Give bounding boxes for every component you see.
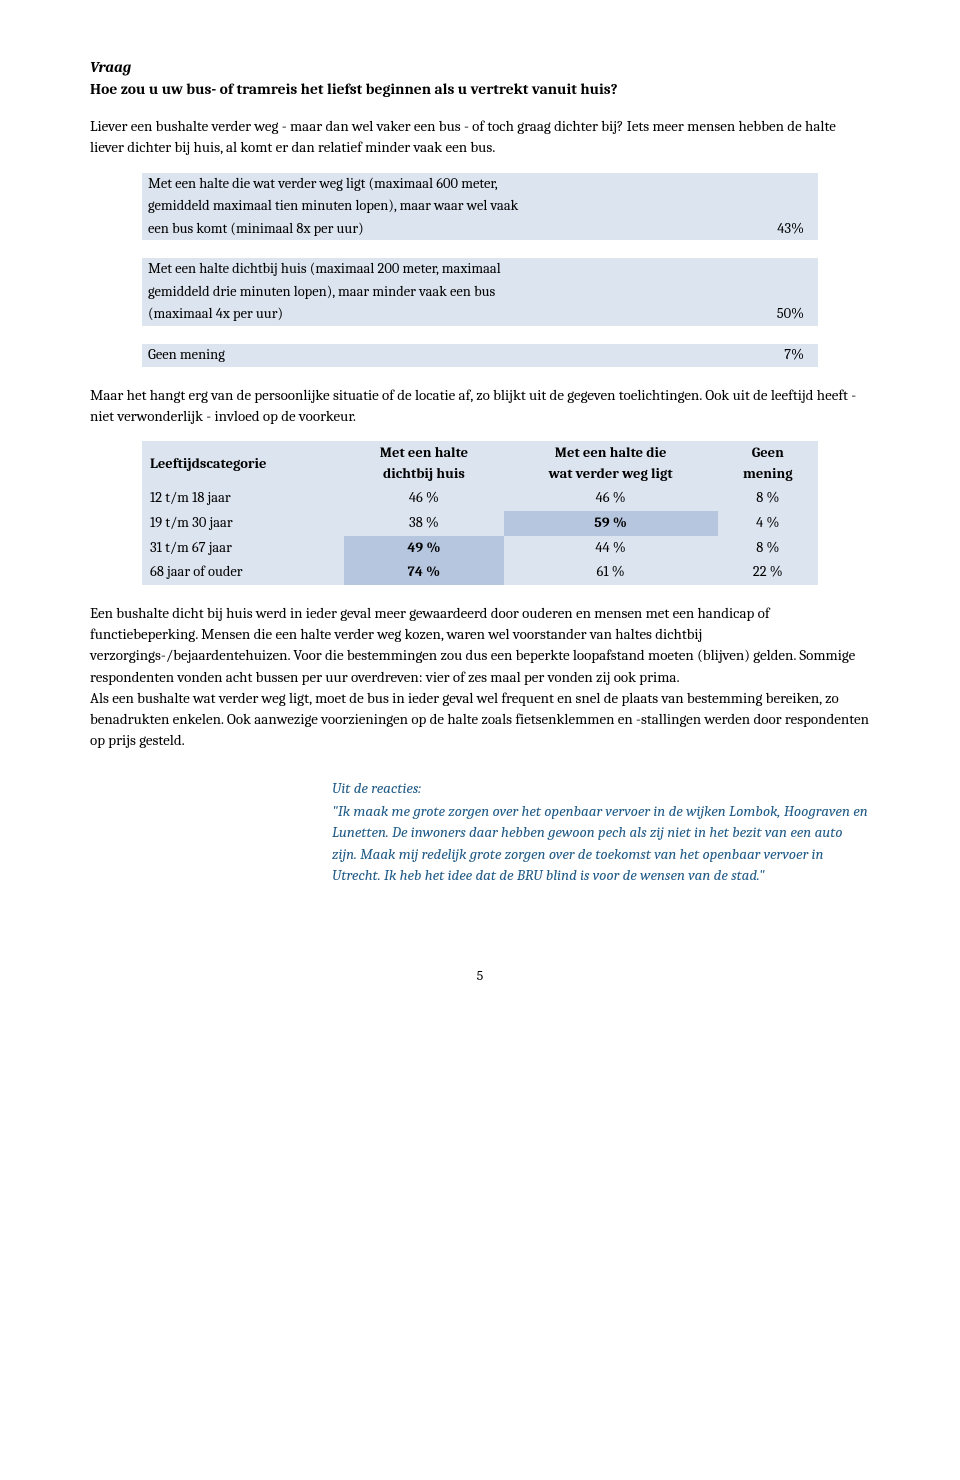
table-cell: 61 % [504, 560, 718, 585]
table-cell-text: gemiddeld maximaal tien minuten lopen), … [142, 195, 758, 218]
table-cell-text: Geen mening [142, 344, 758, 367]
table-cell: 19 t/m 30 jaar [142, 511, 344, 536]
table-cell-pct [758, 195, 818, 218]
table-row: Met een halte dichtbij huis (maximaal 20… [142, 258, 818, 281]
table-row: Met een halte die wat verder weg ligt (m… [142, 173, 818, 196]
table-spacer [142, 326, 818, 344]
mid-paragraph: Maar het hangt erg van de persoonlijke s… [90, 385, 870, 428]
table-row: een bus komt (minimaal 8x per uur)43% [142, 218, 818, 241]
table-header-row: LeeftijdscategorieMet een haltedichtbij … [142, 441, 818, 486]
table-cell-pct [758, 281, 818, 304]
table-cell: 68 jaar of ouder [142, 560, 344, 585]
table-cell-pct: 7% [758, 344, 818, 367]
col-header: Met een halte diewat verder weg ligt [504, 441, 718, 486]
table-row: 12 t/m 18 jaar46 %46 %8 % [142, 486, 818, 511]
table-cell: 8 % [718, 486, 818, 511]
col-header: Met een haltedichtbij huis [344, 441, 503, 486]
reactions-header: Uit de reacties: [332, 778, 870, 799]
page-number: 5 [90, 966, 870, 986]
vraag-text: Hoe zou u uw bus- of tramreis het liefst… [90, 78, 870, 100]
table-cell-pct [758, 173, 818, 196]
table-cell: 46 % [344, 486, 503, 511]
after-paragraph-2: Als een bushalte wat verder weg ligt, mo… [90, 688, 870, 752]
table-cell: 49 % [344, 536, 503, 561]
table-cell: 38 % [344, 511, 503, 536]
col-header: Geenmening [718, 441, 818, 486]
table-cell: 4 % [718, 511, 818, 536]
table-cell-text: (maximaal 4x per uur) [142, 303, 758, 326]
table-cell-pct: 50% [758, 303, 818, 326]
table-cell-pct: 43% [758, 218, 818, 241]
table-cell-text: gemiddeld drie minuten lopen), maar mind… [142, 281, 758, 304]
table-cell: 59 % [504, 511, 718, 536]
reactions-block: Uit de reacties: "Ik maak me grote zorge… [332, 778, 870, 886]
table-row: 31 t/m 67 jaar49 %44 %8 % [142, 536, 818, 561]
table-cell-text: Met een halte dichtbij huis (maximaal 20… [142, 258, 758, 281]
col-header: Leeftijdscategorie [142, 441, 344, 486]
table-row: gemiddeld drie minuten lopen), maar mind… [142, 281, 818, 304]
table-row: 19 t/m 30 jaar38 %59 %4 % [142, 511, 818, 536]
table-cell-pct [758, 258, 818, 281]
table-cell: 22 % [718, 560, 818, 585]
reactions-body: "Ik maak me grote zorgen over het openba… [332, 801, 870, 886]
table-row: 68 jaar of ouder74 %61 %22 % [142, 560, 818, 585]
table-row: gemiddeld maximaal tien minuten lopen), … [142, 195, 818, 218]
table-preference: Met een halte die wat verder weg ligt (m… [90, 173, 870, 367]
table-cell-text: een bus komt (minimaal 8x per uur) [142, 218, 758, 241]
table-age-category: LeeftijdscategorieMet een haltedichtbij … [90, 441, 870, 584]
table-cell: 31 t/m 67 jaar [142, 536, 344, 561]
table-row: (maximaal 4x per uur)50% [142, 303, 818, 326]
table-cell: 74 % [344, 560, 503, 585]
table-cell: 8 % [718, 536, 818, 561]
after-paragraph-1: Een bushalte dicht bij huis werd in iede… [90, 603, 870, 688]
table-cell-text: Met een halte die wat verder weg ligt (m… [142, 173, 758, 196]
table-row: Geen mening7% [142, 344, 818, 367]
vraag-label: Vraag [90, 56, 870, 78]
table-spacer [142, 240, 818, 258]
table-cell: 12 t/m 18 jaar [142, 486, 344, 511]
table-cell: 44 % [504, 536, 718, 561]
intro-paragraph: Liever een bushalte verder weg - maar da… [90, 116, 870, 159]
table-cell: 46 % [504, 486, 718, 511]
